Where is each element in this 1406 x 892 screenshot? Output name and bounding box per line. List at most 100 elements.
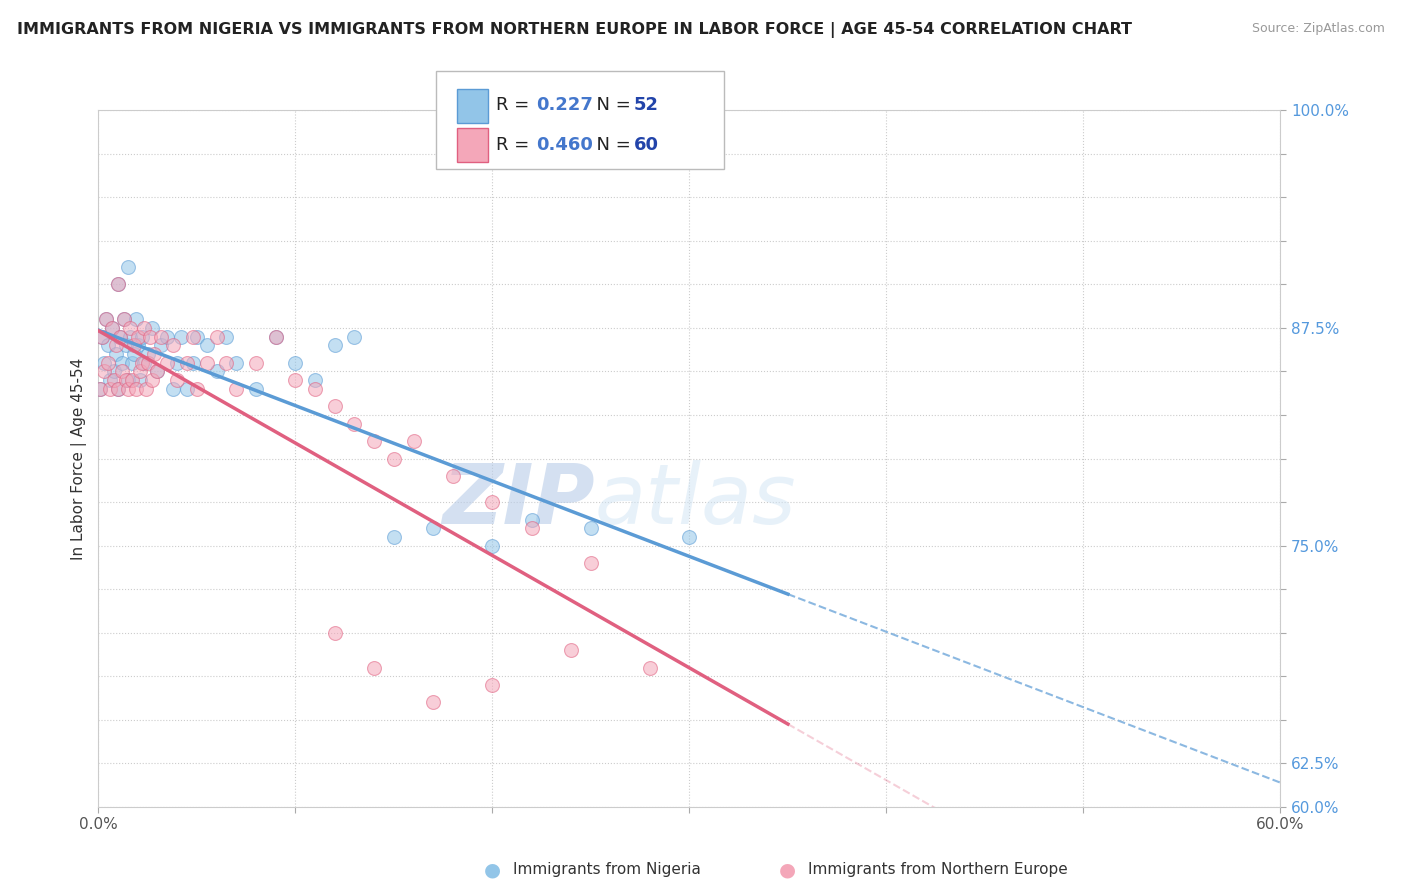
Point	[141, 321, 163, 335]
Point	[205, 364, 228, 378]
Text: atlas: atlas	[595, 460, 796, 541]
Point	[131, 329, 153, 343]
Point	[118, 321, 141, 335]
Point	[284, 356, 307, 370]
Point	[117, 260, 139, 274]
Point	[107, 277, 129, 292]
Point	[186, 382, 208, 396]
Point	[108, 329, 131, 343]
Point	[107, 277, 129, 292]
Point	[121, 356, 143, 370]
Point	[93, 364, 115, 378]
Point	[96, 312, 118, 326]
Point	[181, 329, 204, 343]
Point	[91, 329, 114, 343]
Point	[150, 338, 173, 352]
Point	[89, 382, 111, 396]
Point	[150, 329, 173, 343]
Point	[323, 338, 346, 352]
Point	[245, 382, 267, 396]
Point	[225, 356, 247, 370]
Point	[91, 329, 114, 343]
Text: Immigrants from Nigeria: Immigrants from Nigeria	[513, 863, 702, 877]
Point	[97, 356, 120, 370]
Point	[678, 530, 700, 544]
Point	[112, 312, 135, 326]
Point	[122, 338, 145, 352]
Point	[108, 329, 131, 343]
Text: Immigrants from Northern Europe: Immigrants from Northern Europe	[808, 863, 1069, 877]
Point	[284, 373, 307, 387]
Point	[422, 521, 444, 535]
Point	[579, 556, 602, 570]
Point	[520, 521, 543, 535]
Point	[323, 400, 346, 414]
Point	[111, 364, 134, 378]
Text: N =: N =	[585, 96, 637, 114]
Point	[101, 321, 124, 335]
Point	[132, 321, 155, 335]
Point	[89, 382, 111, 396]
Point	[156, 356, 179, 370]
Text: 52: 52	[634, 96, 659, 114]
Point	[138, 329, 160, 343]
Point	[181, 356, 204, 370]
Point	[117, 373, 139, 387]
Point	[105, 338, 128, 352]
Point	[195, 338, 218, 352]
Point	[135, 382, 157, 396]
Point	[107, 382, 129, 396]
Point	[115, 373, 138, 387]
Point	[103, 364, 125, 378]
Point	[131, 356, 153, 370]
Point	[186, 329, 208, 343]
Point	[127, 329, 149, 343]
Point	[264, 329, 287, 343]
Point	[304, 373, 326, 387]
Point	[166, 373, 188, 387]
Point	[176, 382, 198, 396]
Point	[122, 347, 145, 361]
Point	[162, 338, 184, 352]
Text: 60: 60	[634, 136, 659, 153]
Point	[264, 329, 287, 343]
Point	[215, 356, 238, 370]
Point	[195, 356, 218, 370]
Point	[363, 434, 385, 449]
Point	[128, 373, 150, 387]
Point	[638, 660, 661, 674]
Y-axis label: In Labor Force | Age 45-54: In Labor Force | Age 45-54	[72, 358, 87, 559]
Point	[176, 356, 198, 370]
Point	[115, 338, 138, 352]
Point	[111, 356, 134, 370]
Point	[304, 382, 326, 396]
Point	[225, 382, 247, 396]
Point	[146, 364, 169, 378]
Point	[382, 530, 405, 544]
Point	[125, 312, 148, 326]
Point	[363, 660, 385, 674]
Point	[245, 356, 267, 370]
Text: 0.227: 0.227	[536, 96, 592, 114]
Point	[323, 625, 346, 640]
Text: ●: ●	[484, 860, 501, 880]
Point	[441, 469, 464, 483]
Point	[170, 329, 193, 343]
Text: Source: ZipAtlas.com: Source: ZipAtlas.com	[1251, 22, 1385, 36]
Text: N =: N =	[585, 136, 637, 153]
Point	[97, 338, 120, 352]
Point	[205, 329, 228, 343]
Point	[343, 329, 366, 343]
Point	[96, 312, 118, 326]
Point	[117, 382, 139, 396]
Point	[93, 356, 115, 370]
Point	[132, 356, 155, 370]
Point	[98, 373, 121, 387]
Text: ●: ●	[779, 860, 796, 880]
Text: R =: R =	[496, 96, 536, 114]
Point	[481, 539, 503, 553]
Point	[128, 364, 150, 378]
Point	[520, 512, 543, 526]
Point	[402, 434, 425, 449]
Point	[121, 373, 143, 387]
